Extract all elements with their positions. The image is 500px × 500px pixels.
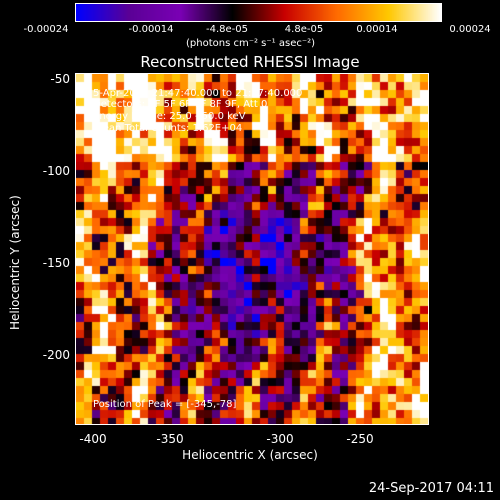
colorbar-tick: -0.00014	[128, 24, 174, 35]
colorbar-tick: 4.8e-05	[284, 24, 324, 35]
x-tick-label: -250	[346, 432, 374, 446]
colorbar-tick: -4.8e-05	[206, 24, 248, 35]
annotation-peak: Position of Peak = [-345,-78]	[93, 399, 237, 410]
annotation-detectors: Detectors: 3F 5F 6F 7F 8F 9F, Att 0	[93, 99, 268, 110]
y-axis-label: Heliocentric Y (arcsec)	[8, 195, 22, 330]
render-timestamp: 24-Sep-2017 04:11	[368, 481, 494, 496]
y-tick-label: -200	[42, 348, 70, 362]
x-tick-label: -400	[79, 432, 107, 446]
heatmap-canvas	[76, 74, 428, 424]
y-tick-label: -150	[42, 256, 70, 270]
annotation-method: Clean Total Counts: 1.62E+04	[93, 123, 243, 134]
y-tick-label: -100	[42, 164, 70, 178]
x-axis-label: Heliocentric X (arcsec)	[182, 448, 318, 462]
colorbar-tick: 0.00014	[356, 24, 398, 35]
colorbar-gradient	[76, 4, 441, 21]
plot-title: Reconstructed RHESSI Image	[140, 53, 360, 71]
annotation-energy: Energy Range: 25.0 - 50.0 keV	[93, 111, 246, 122]
colorbar-units: (photons cm⁻² s⁻¹ asec⁻²)	[186, 38, 316, 49]
rhessi-image-plot: 5-Apr-2015 21:47:40.000 to 21:57:40.000 …	[75, 73, 429, 425]
colorbar-tick: 0.00024	[449, 24, 491, 35]
x-tick-label: -300	[266, 432, 294, 446]
colorbar-tick: -0.00024	[23, 24, 69, 35]
annotation-time: 5-Apr-2015 21:47:40.000 to 21:57:40.000	[93, 88, 303, 99]
y-tick-label: -50	[50, 72, 70, 86]
x-tick-label: -350	[156, 432, 184, 446]
colorbar	[75, 3, 442, 22]
